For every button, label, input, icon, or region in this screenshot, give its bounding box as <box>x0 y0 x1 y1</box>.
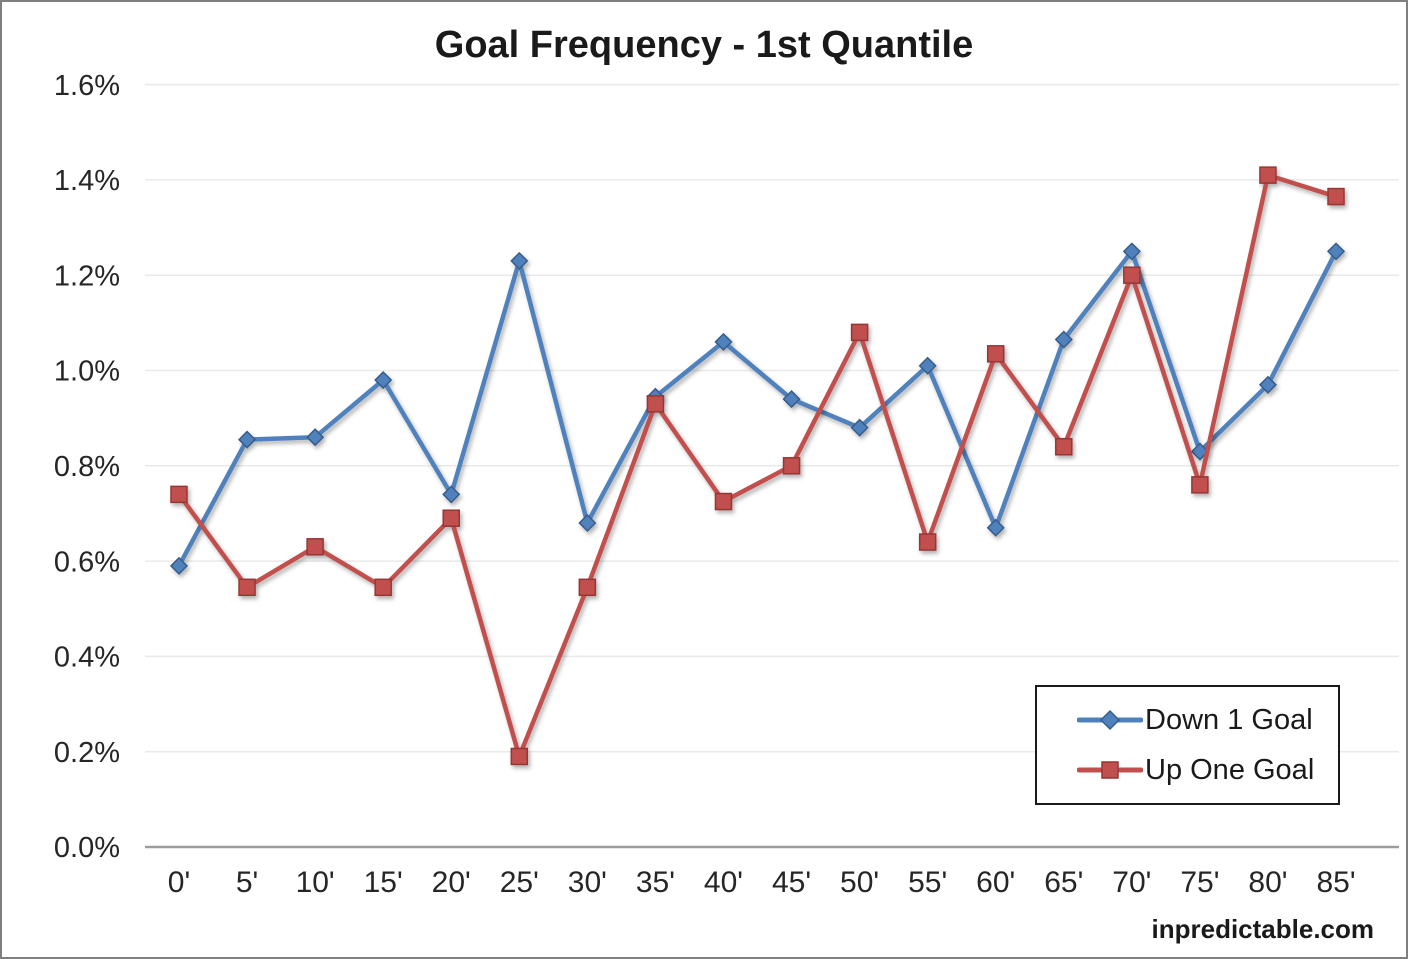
series-up-one-goal <box>170 166 1345 766</box>
data-point-up-one-goal <box>1327 187 1345 206</box>
data-point-up-one-goal <box>510 747 529 766</box>
y-tick-label: 0.8% <box>54 451 120 483</box>
data-point-up-one-goal <box>578 578 597 597</box>
data-point-up-one-goal <box>850 323 869 342</box>
data-point-up-one-goal <box>1259 166 1277 184</box>
data-point-down-1-goal <box>1190 442 1209 461</box>
data-point-down-1-goal <box>237 430 257 449</box>
data-point-down-1-goal <box>918 356 937 375</box>
gridlines <box>145 83 1399 849</box>
data-point-down-1-goal <box>1326 242 1346 261</box>
x-tick-label: 60' <box>976 866 1015 899</box>
data-point-up-one-goal <box>1055 437 1073 456</box>
x-tick-label: 30' <box>568 866 607 899</box>
x-tick-label: 75' <box>1180 866 1219 899</box>
data-point-down-1-goal <box>1122 242 1141 261</box>
x-tick-label: 70' <box>1112 866 1151 899</box>
y-tick-label: 1.6% <box>54 70 120 102</box>
data-point-down-1-goal <box>374 370 393 390</box>
data-point-up-one-goal <box>646 395 665 413</box>
data-point-down-1-goal <box>306 428 325 447</box>
data-point-down-1-goal <box>169 556 189 575</box>
data-point-down-1-goal <box>782 390 801 409</box>
data-point-up-one-goal <box>714 492 733 511</box>
data-point-down-1-goal <box>986 518 1005 537</box>
legend-marker-up-one-goal-icon <box>1077 761 1143 779</box>
data-point-up-one-goal <box>238 578 256 597</box>
x-tick-label: 0' <box>168 866 190 899</box>
legend-marker-down-1-goal-icon <box>1077 709 1143 731</box>
x-tick-label: 65' <box>1044 866 1083 899</box>
x-tick-label: 10' <box>296 866 335 899</box>
data-point-up-one-goal <box>374 578 392 597</box>
x-axis-labels: 0' 5' 10' 15' 20' 25' 30' 35' 40' 45' 50' 55' 60' 65'… <box>168 866 1356 899</box>
data-point-up-one-goal <box>1123 266 1141 284</box>
x-tick-label: 35' <box>636 866 675 899</box>
data-point-up-one-goal <box>986 345 1005 363</box>
x-tick-label: 45' <box>772 866 811 899</box>
data-point-down-1-goal <box>578 513 597 533</box>
x-tick-label: 25' <box>500 866 539 899</box>
x-tick-label: 80' <box>1248 866 1287 899</box>
y-tick-label: 0.2% <box>54 737 120 769</box>
x-tick-label: 40' <box>704 866 743 899</box>
x-tick-label: 50' <box>840 866 879 899</box>
y-axis-labels: 0.0% 0.2% 0.4% 0.6% 0.8% 1.0% 1.2% 1.4% 1.6% <box>54 70 120 864</box>
data-point-up-one-goal <box>170 485 188 504</box>
data-point-down-1-goal <box>714 332 733 351</box>
legend-label-down-1-goal: Down 1 Goal <box>1145 703 1313 736</box>
y-tick-label: 1.2% <box>54 260 120 292</box>
x-tick-label: 85' <box>1316 866 1355 899</box>
data-point-up-one-goal <box>442 509 460 527</box>
legend-box: Down 1 Goal Up One Goal <box>1035 685 1340 805</box>
y-tick-label: 0.6% <box>54 546 120 578</box>
x-tick-label: 5' <box>236 866 258 899</box>
legend-label-up-one-goal: Up One Goal <box>1145 753 1315 786</box>
x-tick-label: 15' <box>364 866 403 899</box>
data-point-down-1-goal <box>510 251 529 270</box>
data-point-down-1-goal <box>442 485 461 504</box>
x-tick-label: 20' <box>432 866 471 899</box>
data-point-up-one-goal <box>782 457 801 475</box>
chart-title: Goal Frequency - 1st Quantile <box>434 24 974 66</box>
series-line-down-1-goal <box>176 249 1339 569</box>
y-tick-label: 1.4% <box>54 165 120 197</box>
data-point-up-one-goal <box>918 533 937 551</box>
data-point-down-1-goal <box>850 418 869 437</box>
y-tick-label: 1.0% <box>54 356 120 388</box>
data-point-up-one-goal <box>306 538 324 556</box>
legend-entry-up-one-goal: Up One Goal <box>1077 754 1338 787</box>
y-tick-label: 0.4% <box>54 642 120 674</box>
series-line-up-one-goal <box>176 172 1339 759</box>
x-tick-label: 55' <box>908 866 947 899</box>
data-point-down-1-goal <box>1054 330 1073 349</box>
watermark-credit: inpredictable.com <box>1151 914 1375 944</box>
data-point-down-1-goal <box>1258 375 1278 394</box>
legend-entry-down-1-goal: Down 1 Goal <box>1077 704 1338 737</box>
y-tick-label: 0.0% <box>54 832 120 864</box>
data-point-up-one-goal <box>1191 476 1209 494</box>
series-layer <box>169 166 1346 766</box>
series-down-1-goal <box>169 242 1346 575</box>
